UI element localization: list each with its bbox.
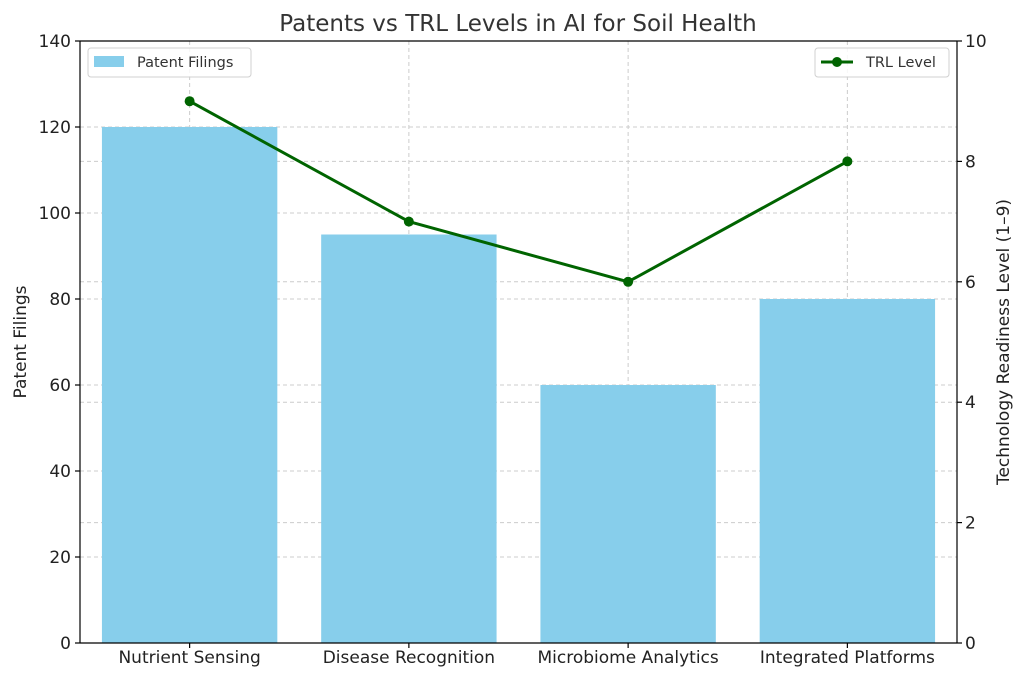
legend-bar: Patent Filings [88,48,251,77]
legend-bar-swatch [94,56,124,67]
legend-line-label: TRL Level [865,55,936,71]
y-axis-title-left: Patent Filings [11,285,31,398]
y-tick-label-left: 60 [49,376,71,396]
legend-line-marker [832,57,842,67]
y-tick-label-right: 10 [965,32,987,52]
trl-point-nutrient-sensing [185,96,195,106]
chart-title: Patents vs TRL Levels in AI for Soil Hea… [279,11,756,37]
legend-line: TRL Level [815,48,949,77]
y-tick-label-left: 40 [49,462,71,482]
trl-point-integrated-platforms [842,156,852,166]
x-tick-label: Integrated Platforms [760,648,935,668]
x-tick-label: Microbiome Analytics [537,648,718,668]
bar-nutrient-sensing [102,127,277,643]
line-series [185,96,853,287]
bar-disease-recognition [321,235,496,644]
y-tick-label-right: 6 [965,273,976,293]
y-tick-label-right: 2 [965,514,976,534]
y-tick-label-left: 140 [39,32,71,52]
y-tick-label-left: 120 [39,118,71,138]
x-tick-label: Disease Recognition [323,648,495,668]
y-tick-label-right: 0 [965,634,976,654]
y-tick-label-right: 4 [965,393,976,413]
y-axis-title-right: Technology Readiness Level (1–9) [994,199,1014,486]
y-tick-label-left: 100 [39,204,71,224]
trl-point-microbiome-analytics [623,277,633,287]
bar-microbiome-analytics [540,385,715,643]
y-tick-label-right: 8 [965,152,976,172]
legend-bar-label: Patent Filings [137,55,233,71]
y-tick-label-left: 0 [60,634,71,654]
y-tick-label-left: 80 [49,290,71,310]
y-tick-label-left: 20 [49,548,71,568]
trl-point-disease-recognition [404,217,414,227]
bar-series [102,127,935,643]
trl-line [190,101,848,282]
bar-integrated-platforms [760,299,935,643]
x-tick-label: Nutrient Sensing [118,648,260,668]
